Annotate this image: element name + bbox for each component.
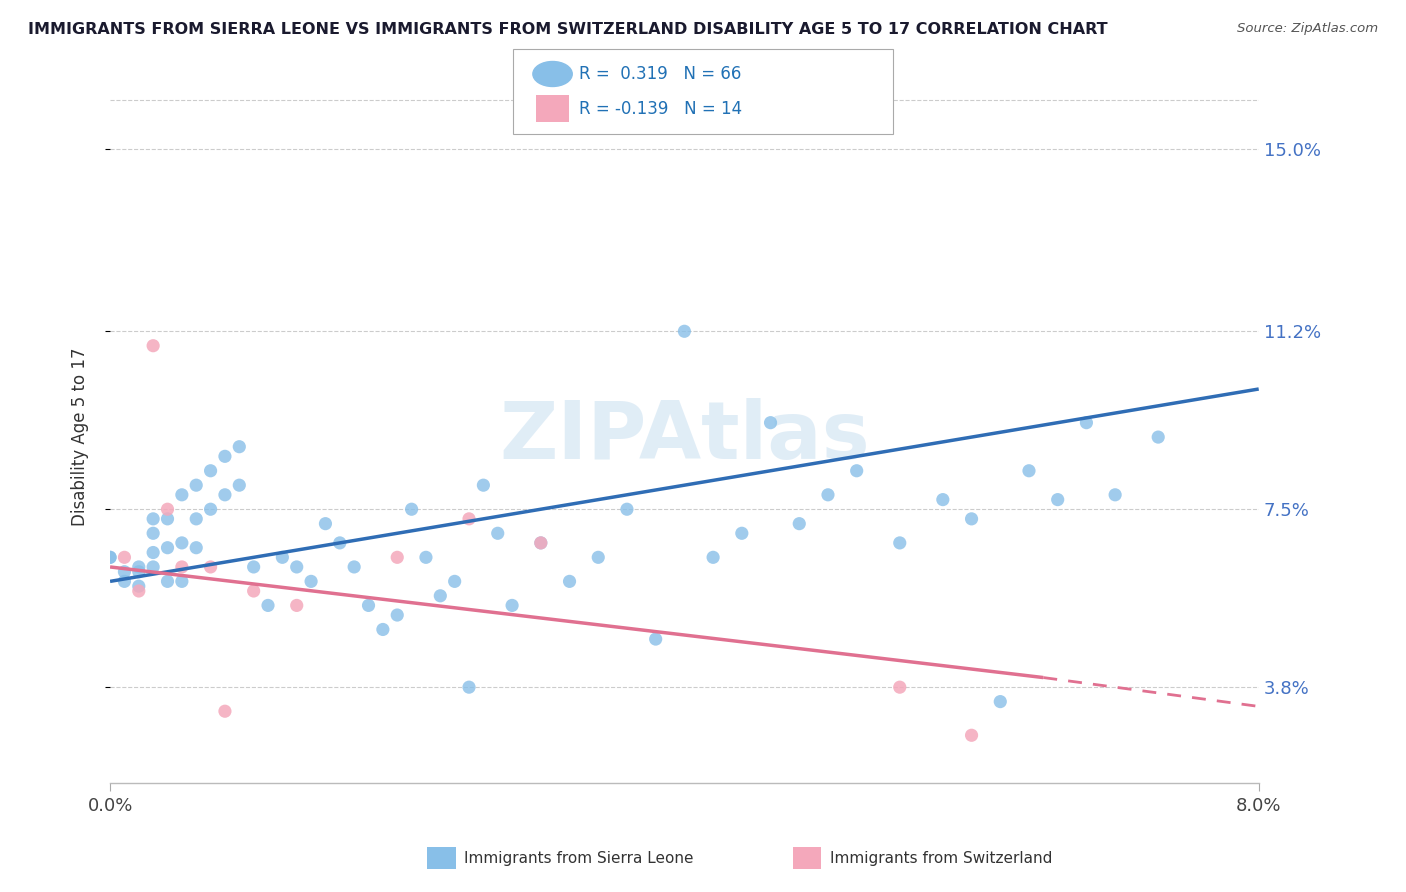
Point bbox=[228, 440, 250, 454]
Point bbox=[429, 589, 451, 603]
Point bbox=[702, 550, 724, 565]
Point bbox=[200, 464, 222, 478]
Point bbox=[817, 488, 839, 502]
Point bbox=[558, 574, 581, 589]
Text: IMMIGRANTS FROM SIERRA LEONE VS IMMIGRANTS FROM SWITZERLAND DISABILITY AGE 5 TO : IMMIGRANTS FROM SIERRA LEONE VS IMMIGRAN… bbox=[28, 22, 1108, 37]
Point bbox=[1076, 416, 1098, 430]
Point bbox=[156, 574, 179, 589]
Point bbox=[960, 512, 983, 526]
Text: Immigrants from Sierra Leone: Immigrants from Sierra Leone bbox=[464, 851, 693, 865]
Point bbox=[128, 565, 150, 579]
Point bbox=[214, 450, 236, 464]
Point bbox=[960, 728, 983, 742]
Point bbox=[314, 516, 336, 531]
Point bbox=[142, 512, 165, 526]
Point bbox=[889, 536, 911, 550]
Point bbox=[415, 550, 437, 565]
Text: R = -0.139   N = 14: R = -0.139 N = 14 bbox=[579, 100, 742, 118]
Y-axis label: Disability Age 5 to 17: Disability Age 5 to 17 bbox=[72, 348, 89, 526]
Point bbox=[285, 599, 308, 613]
Point bbox=[156, 512, 179, 526]
Point bbox=[1018, 464, 1040, 478]
Point bbox=[530, 536, 553, 550]
Point bbox=[387, 550, 409, 565]
Point bbox=[156, 541, 179, 555]
Point bbox=[486, 526, 509, 541]
Point bbox=[128, 560, 150, 574]
Point bbox=[530, 536, 553, 550]
Point bbox=[98, 550, 121, 565]
Point bbox=[142, 339, 165, 353]
Point bbox=[401, 502, 423, 516]
Point bbox=[170, 560, 193, 574]
Point bbox=[988, 695, 1011, 709]
Point bbox=[501, 599, 523, 613]
Point bbox=[458, 512, 481, 526]
Point bbox=[271, 550, 294, 565]
Point bbox=[200, 502, 222, 516]
Point bbox=[299, 574, 322, 589]
Point bbox=[142, 545, 165, 559]
Text: Source: ZipAtlas.com: Source: ZipAtlas.com bbox=[1237, 22, 1378, 36]
Point bbox=[170, 574, 193, 589]
Point bbox=[242, 584, 264, 599]
Point bbox=[186, 478, 208, 492]
Point bbox=[1147, 430, 1170, 444]
Point bbox=[98, 550, 121, 565]
Point bbox=[142, 560, 165, 574]
Point bbox=[889, 680, 911, 694]
Point bbox=[156, 502, 179, 516]
Point bbox=[114, 574, 136, 589]
Point bbox=[128, 584, 150, 599]
Point bbox=[616, 502, 638, 516]
Point bbox=[200, 560, 222, 574]
Point bbox=[128, 579, 150, 593]
Point bbox=[586, 550, 609, 565]
Point bbox=[443, 574, 465, 589]
Point bbox=[228, 478, 250, 492]
Point bbox=[242, 560, 264, 574]
Point bbox=[731, 526, 754, 541]
Text: ZIPAtlas: ZIPAtlas bbox=[499, 398, 870, 476]
Point bbox=[186, 512, 208, 526]
Point bbox=[170, 488, 193, 502]
Text: Immigrants from Switzerland: Immigrants from Switzerland bbox=[830, 851, 1052, 865]
Point bbox=[343, 560, 366, 574]
Point bbox=[329, 536, 352, 550]
Point bbox=[387, 608, 409, 623]
Point bbox=[1104, 488, 1126, 502]
Point bbox=[371, 623, 394, 637]
Point bbox=[759, 416, 782, 430]
Point bbox=[458, 680, 481, 694]
Point bbox=[170, 536, 193, 550]
Point bbox=[472, 478, 495, 492]
Text: R =  0.319   N = 66: R = 0.319 N = 66 bbox=[579, 65, 741, 83]
Point bbox=[932, 492, 955, 507]
Point bbox=[257, 599, 280, 613]
Point bbox=[285, 560, 308, 574]
Point bbox=[142, 526, 165, 541]
Point bbox=[214, 488, 236, 502]
Point bbox=[114, 550, 136, 565]
Point bbox=[214, 704, 236, 718]
Point bbox=[845, 464, 868, 478]
Point bbox=[1046, 492, 1069, 507]
Point bbox=[673, 324, 696, 338]
Point bbox=[644, 632, 666, 646]
Point bbox=[357, 599, 380, 613]
Point bbox=[186, 541, 208, 555]
Point bbox=[787, 516, 810, 531]
Point bbox=[114, 565, 136, 579]
